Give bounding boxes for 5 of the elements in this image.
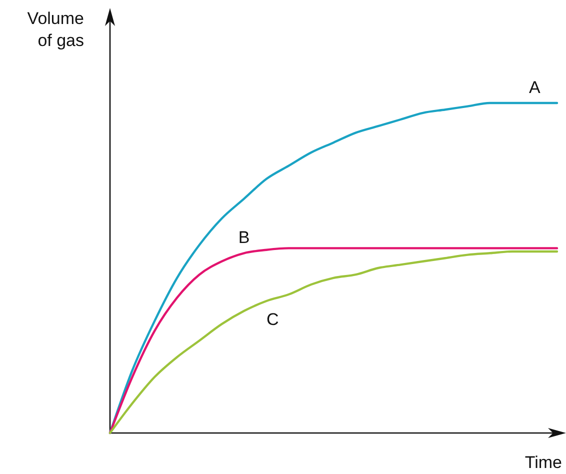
series-label: B bbox=[238, 228, 250, 248]
series-label: A bbox=[528, 78, 541, 97]
y-axis-title: Volume of gas bbox=[27, 9, 84, 50]
x-axis-title: Time bbox=[524, 453, 562, 472]
series-label: C bbox=[266, 310, 279, 329]
